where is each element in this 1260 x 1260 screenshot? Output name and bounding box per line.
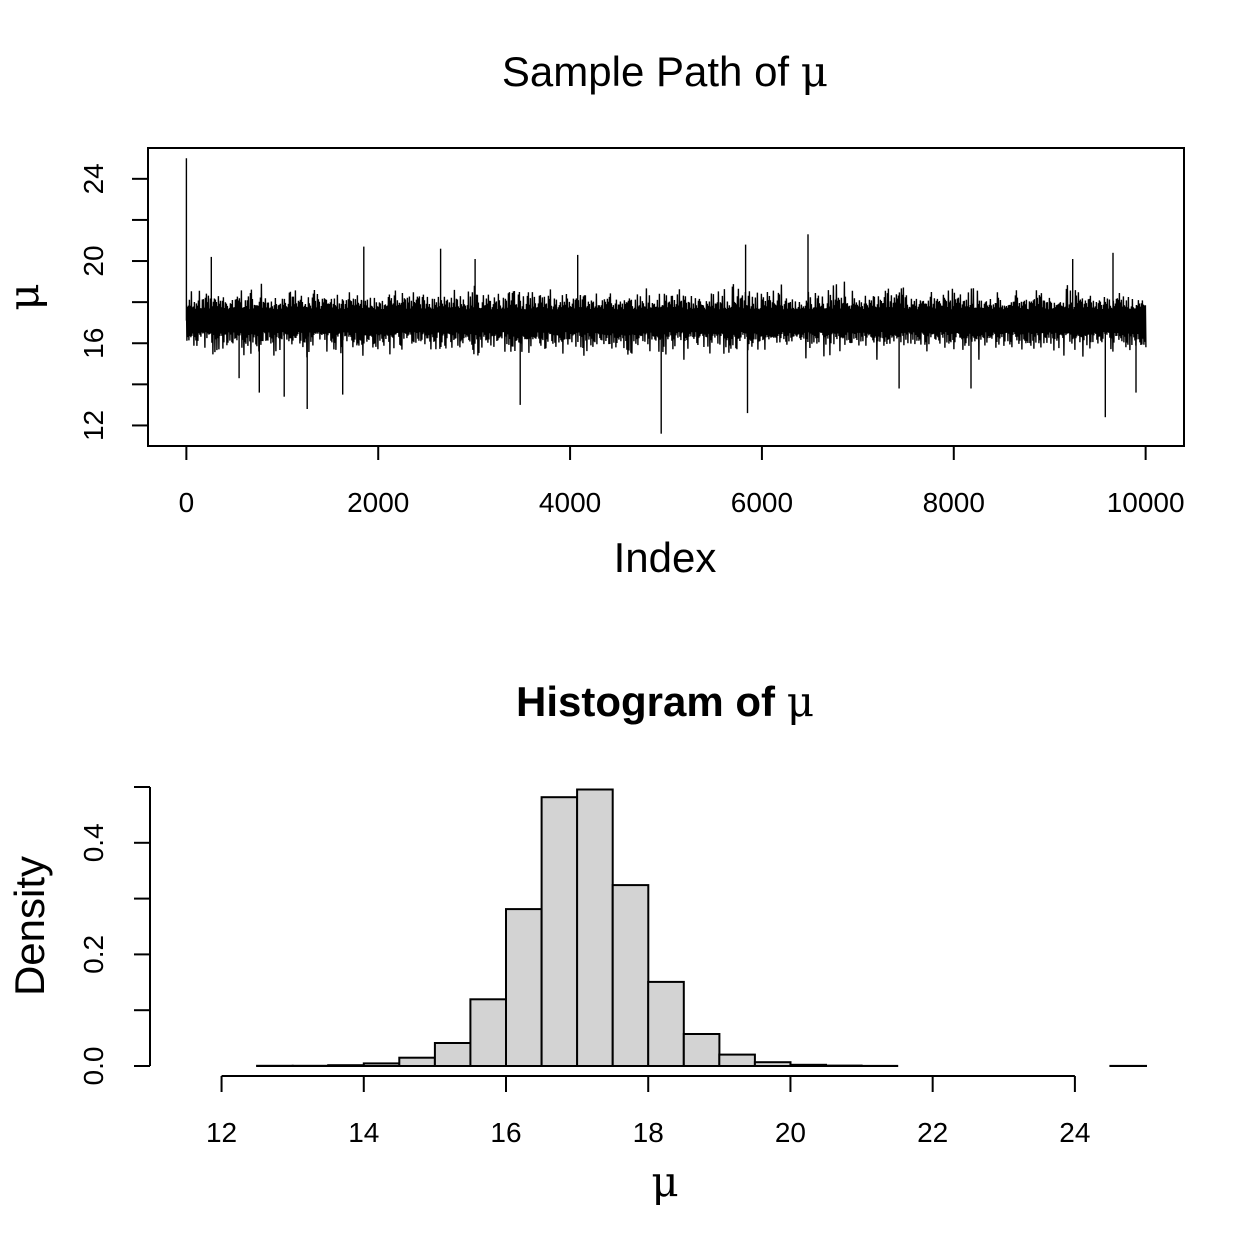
- histogram-x-tick-label: 12: [206, 1117, 237, 1148]
- histogram-bar: [398, 1056, 436, 1067]
- histogram-bar: [611, 884, 650, 1067]
- trace-line: [185, 158, 1147, 360]
- trace-y-tick-label: 12: [78, 410, 109, 441]
- histogram-x-tick-label: 24: [1059, 1117, 1090, 1148]
- histogram-bar: [469, 998, 507, 1067]
- histogram-x-axis: 12 14 16 18 20 22 24: [206, 1075, 1090, 1148]
- histogram-x-tick-label: 22: [917, 1117, 948, 1148]
- trace-y-tick-label: 16: [78, 328, 109, 359]
- trace-x-tick-label: 8000: [923, 487, 985, 518]
- histogram-x-tick-label: 14: [348, 1117, 379, 1148]
- trace-x-axis-label: Index: [614, 534, 717, 581]
- histogram-y-axis: 0.0 0.2 0.4: [78, 786, 151, 1086]
- trace-series: [185, 158, 1147, 434]
- trace-y-tick-label: 20: [78, 245, 109, 276]
- trace-x-axis: 0 2000 4000 6000 8000 10000: [179, 445, 1185, 518]
- histogram-bar: [682, 1033, 721, 1067]
- histogram-y-tick-label: 0.4: [78, 823, 109, 862]
- trace-x-tick-label: 10000: [1107, 487, 1185, 518]
- trace-y-axis-label: μ: [0, 283, 48, 310]
- histogram-plot: Histogram of μ 12 14 16 18 20 22 24 0.00.20.4 …: [6, 677, 1148, 1206]
- trace-title: Sample Path of μ: [502, 47, 828, 96]
- trace-x-tick-label: 0: [179, 487, 195, 518]
- histogram-bar: [789, 1063, 828, 1068]
- trace-x-tick-label: 2000: [347, 487, 409, 518]
- trace-x-tick-label: 4000: [539, 487, 601, 518]
- histogram-title: Histogram of μ: [516, 677, 814, 726]
- trace-y-tick-label: 24: [78, 163, 109, 194]
- histogram-bar: [576, 788, 614, 1067]
- histogram-bar: [647, 980, 685, 1068]
- histogram-y-tick-label: 0.2: [78, 935, 109, 974]
- histogram-bar: [753, 1061, 792, 1067]
- histogram-bar: [327, 1064, 365, 1067]
- trace-plot: Sample Path of μ 0 2000 4000 6000 8000 10000 …: [0, 47, 1185, 581]
- trace-y-axis: 12 16 20 24: [78, 163, 149, 441]
- histogram-bar: [540, 796, 579, 1067]
- histogram-bar: [362, 1062, 401, 1068]
- histogram-bars: [256, 788, 1148, 1068]
- histogram-y-tick-label: 0.0: [78, 1047, 109, 1086]
- histogram-x-tick-label: 20: [775, 1117, 806, 1148]
- trace-x-tick-label: 6000: [731, 487, 793, 518]
- histogram-bar: [433, 1042, 472, 1067]
- histogram-x-tick-label: 18: [633, 1117, 664, 1148]
- histogram-y-axis-label: Density: [6, 856, 53, 996]
- histogram-x-axis-label: μ: [651, 1157, 678, 1206]
- histogram-bar: [505, 908, 543, 1067]
- histogram-bar: [718, 1053, 756, 1067]
- histogram-x-tick-label: 16: [490, 1117, 521, 1148]
